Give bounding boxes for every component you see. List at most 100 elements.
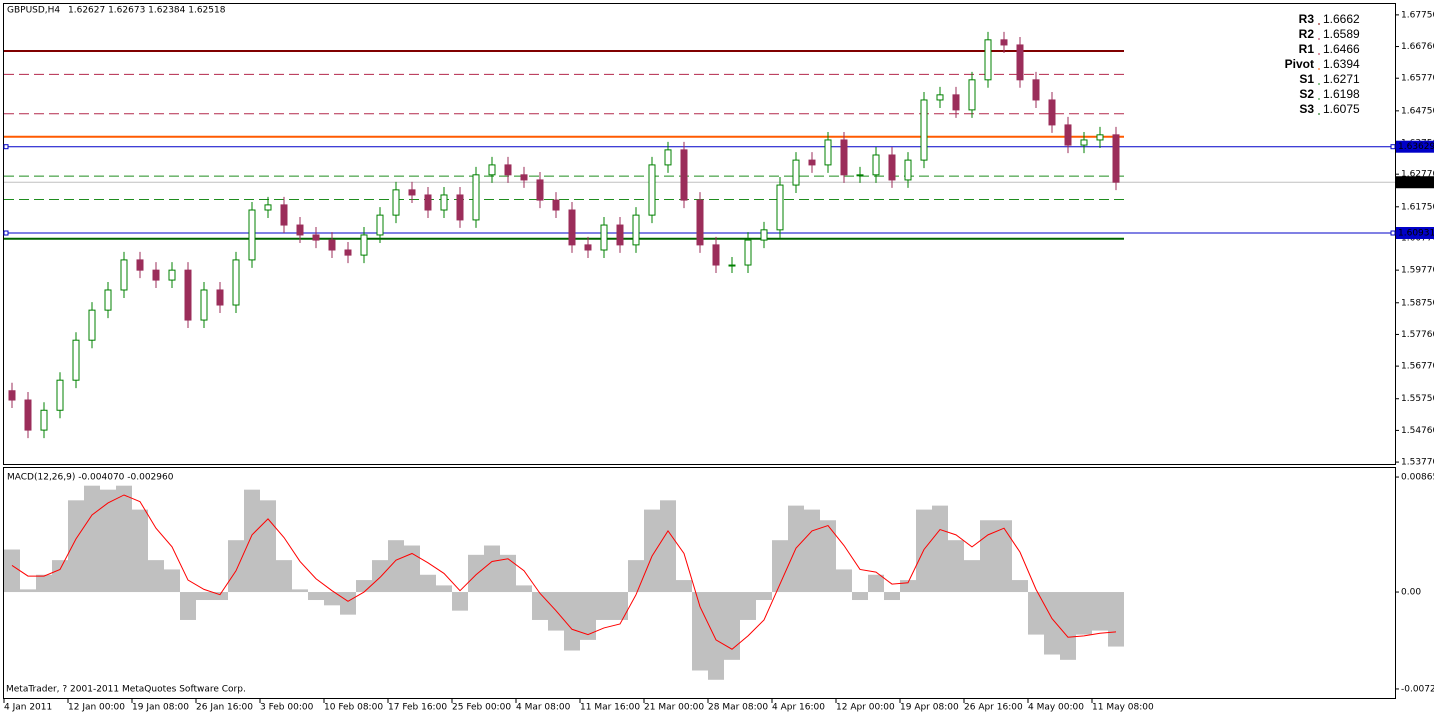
macd-bar bbox=[228, 540, 244, 593]
candle-body bbox=[168, 269, 176, 281]
candle-body bbox=[840, 139, 848, 176]
macd-bar bbox=[1012, 580, 1028, 593]
y-tick-label: 1.66760 bbox=[1401, 42, 1434, 52]
candle-body bbox=[440, 194, 448, 211]
macd-bar bbox=[724, 592, 740, 660]
x-tick-label: 17 Feb 16:00 bbox=[388, 703, 447, 713]
macd-bar bbox=[1028, 592, 1044, 635]
candle-body bbox=[600, 224, 608, 251]
candle-body bbox=[1032, 79, 1040, 101]
candle-body bbox=[312, 234, 320, 241]
candle-body bbox=[184, 269, 192, 321]
macd-bar bbox=[500, 554, 516, 593]
macd-bar bbox=[772, 540, 788, 593]
macd-bar bbox=[100, 489, 116, 593]
macd-bar bbox=[212, 592, 228, 601]
candle-body bbox=[552, 199, 560, 211]
candle-body bbox=[776, 184, 784, 231]
macd-bar bbox=[164, 569, 180, 593]
macd-bar bbox=[52, 560, 68, 593]
candle-body bbox=[808, 159, 816, 166]
x-tick-label: 11 Mar 16:00 bbox=[580, 703, 640, 713]
candle-body bbox=[280, 204, 288, 226]
chart-title: GBPUSD,H4 bbox=[7, 6, 60, 16]
macd-bar bbox=[836, 569, 852, 593]
macd-bar bbox=[1076, 592, 1092, 635]
macd-bar bbox=[580, 592, 596, 640]
x-tick-label: 19 Apr 08:00 bbox=[900, 703, 959, 713]
macd-bar bbox=[340, 592, 356, 615]
macd-bar bbox=[740, 592, 756, 620]
y-tick-label: 1.54760 bbox=[1401, 426, 1434, 436]
candle-body bbox=[952, 94, 960, 111]
macd-bar bbox=[980, 520, 996, 593]
y-tick-label: 1.53770 bbox=[1401, 458, 1434, 468]
footer: MetaTrader, ? 2001-2011 MetaQuotes Softw… bbox=[6, 685, 246, 695]
macd-bar bbox=[388, 540, 404, 593]
macd-bar bbox=[596, 592, 612, 620]
macd-bar bbox=[660, 500, 676, 593]
macd-bar bbox=[68, 500, 84, 593]
candle-body bbox=[1016, 44, 1024, 81]
current-price-label: 1.62518 bbox=[1398, 178, 1434, 188]
macd-bar bbox=[644, 509, 660, 593]
macd-bar bbox=[516, 585, 532, 593]
candle-body bbox=[248, 209, 256, 261]
candle-body bbox=[616, 224, 624, 246]
y-tick-label: -0.00729 bbox=[1401, 684, 1434, 694]
candle-body bbox=[712, 244, 720, 266]
y-tick-label: 1.59770 bbox=[1401, 266, 1434, 276]
candle-body bbox=[648, 164, 656, 216]
candle-body bbox=[488, 164, 496, 176]
macd-bar bbox=[884, 592, 900, 601]
macd-bar bbox=[436, 585, 452, 593]
macd-bar bbox=[484, 545, 500, 593]
candle-body bbox=[232, 259, 240, 306]
macd-bar bbox=[628, 560, 644, 593]
candle-body bbox=[1048, 99, 1056, 126]
pivot-level-value: 1.6271 bbox=[1323, 72, 1360, 86]
macd-bar bbox=[4, 549, 20, 593]
x-tick-label: 4 May 00:00 bbox=[1028, 703, 1084, 713]
x-tick-label: 3 Feb 00:00 bbox=[260, 703, 314, 713]
macd-bar bbox=[276, 560, 292, 593]
candle-body bbox=[728, 264, 736, 267]
y-tick-label: 0.00 bbox=[1401, 588, 1421, 598]
y-tick-label: 1.57760 bbox=[1401, 330, 1434, 340]
candle-body bbox=[24, 399, 32, 431]
candle-body bbox=[456, 194, 464, 221]
candle-body bbox=[344, 249, 352, 256]
current-price-box bbox=[1396, 176, 1434, 189]
macd-bar bbox=[964, 560, 980, 593]
macd-bar bbox=[804, 509, 820, 593]
y-tick-label: 1.67750 bbox=[1401, 10, 1434, 20]
macd-bar bbox=[260, 500, 276, 593]
x-tick-label: 4 Mar 08:00 bbox=[516, 703, 571, 713]
x-tick-label: 4 Jan 2011 bbox=[4, 703, 52, 713]
pivot-level-value: 1.6394 bbox=[1323, 57, 1360, 71]
candle-body bbox=[88, 309, 96, 341]
candle-body bbox=[584, 244, 592, 251]
x-tick-label: 25 Feb 00:00 bbox=[452, 703, 511, 713]
candle-body bbox=[104, 289, 112, 311]
macd-bar bbox=[1044, 592, 1060, 655]
macd-bar bbox=[20, 589, 36, 593]
candle-body bbox=[472, 174, 480, 221]
candle-body bbox=[200, 289, 208, 321]
macd-bar bbox=[1108, 592, 1124, 647]
y-tick-label: 1.56770 bbox=[1401, 362, 1434, 372]
macd-bar bbox=[1060, 592, 1076, 660]
candle-body bbox=[696, 199, 704, 246]
pivot-level-name: Pivot bbox=[1285, 57, 1314, 71]
candle-body bbox=[328, 239, 336, 251]
candle-body bbox=[360, 234, 368, 256]
macd-bar bbox=[1092, 592, 1108, 631]
macd-bar bbox=[532, 592, 548, 620]
candle-body bbox=[376, 214, 384, 236]
macd-bar bbox=[132, 509, 148, 593]
line-handle bbox=[3, 230, 9, 236]
candle-body bbox=[408, 189, 416, 196]
candle-body bbox=[8, 390, 16, 401]
signal-line bbox=[11, 494, 1117, 650]
